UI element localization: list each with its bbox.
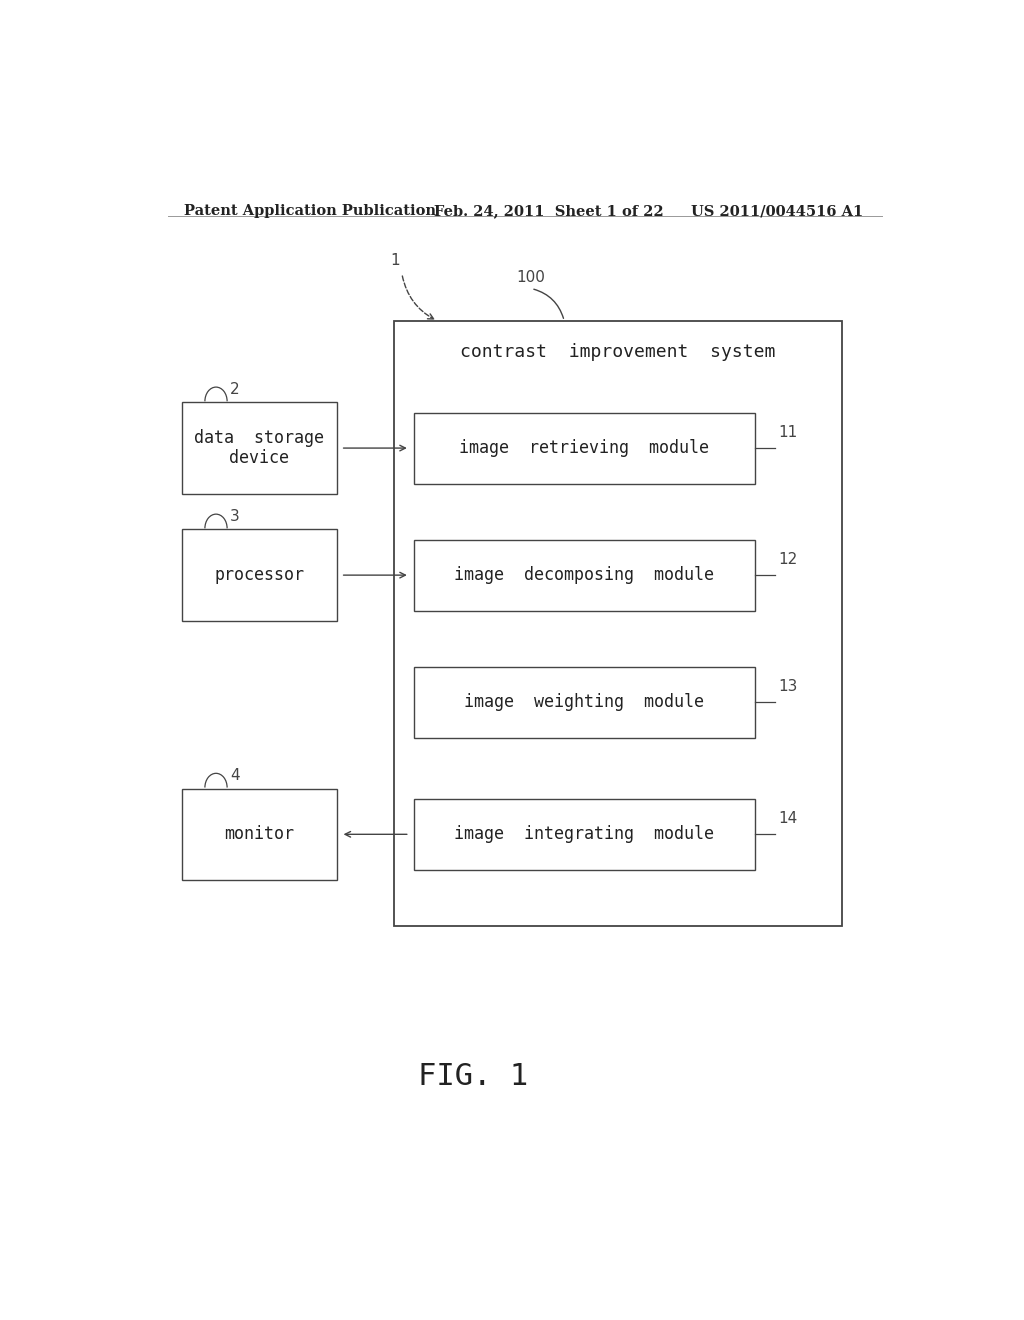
Text: 2: 2 xyxy=(230,383,240,397)
Bar xyxy=(414,413,755,483)
Bar xyxy=(182,788,337,880)
Text: 14: 14 xyxy=(778,812,798,826)
Text: 3: 3 xyxy=(230,510,240,524)
Bar xyxy=(182,529,337,620)
Bar xyxy=(414,667,755,738)
Bar xyxy=(414,540,755,611)
Text: image  decomposing  module: image decomposing module xyxy=(455,566,715,585)
Text: 4: 4 xyxy=(230,768,240,784)
Text: FIG. 1: FIG. 1 xyxy=(418,1063,528,1092)
Text: data  storage
device: data storage device xyxy=(195,429,325,467)
Text: processor: processor xyxy=(214,566,304,585)
Text: contrast  improvement  system: contrast improvement system xyxy=(461,343,776,362)
Text: monitor: monitor xyxy=(224,825,294,843)
Text: image  integrating  module: image integrating module xyxy=(455,825,715,843)
Text: 11: 11 xyxy=(778,425,798,440)
Text: 12: 12 xyxy=(778,552,798,568)
Text: 100: 100 xyxy=(517,271,546,285)
Text: Patent Application Publication: Patent Application Publication xyxy=(183,205,435,218)
Text: US 2011/0044516 A1: US 2011/0044516 A1 xyxy=(691,205,863,218)
Text: image  weighting  module: image weighting module xyxy=(464,693,705,711)
Bar xyxy=(182,403,337,494)
Bar xyxy=(394,321,842,925)
Bar xyxy=(414,799,755,870)
Text: 13: 13 xyxy=(778,678,798,694)
Text: 1: 1 xyxy=(390,253,399,268)
Text: image  retrieving  module: image retrieving module xyxy=(460,440,710,457)
Text: Feb. 24, 2011  Sheet 1 of 22: Feb. 24, 2011 Sheet 1 of 22 xyxy=(433,205,664,218)
